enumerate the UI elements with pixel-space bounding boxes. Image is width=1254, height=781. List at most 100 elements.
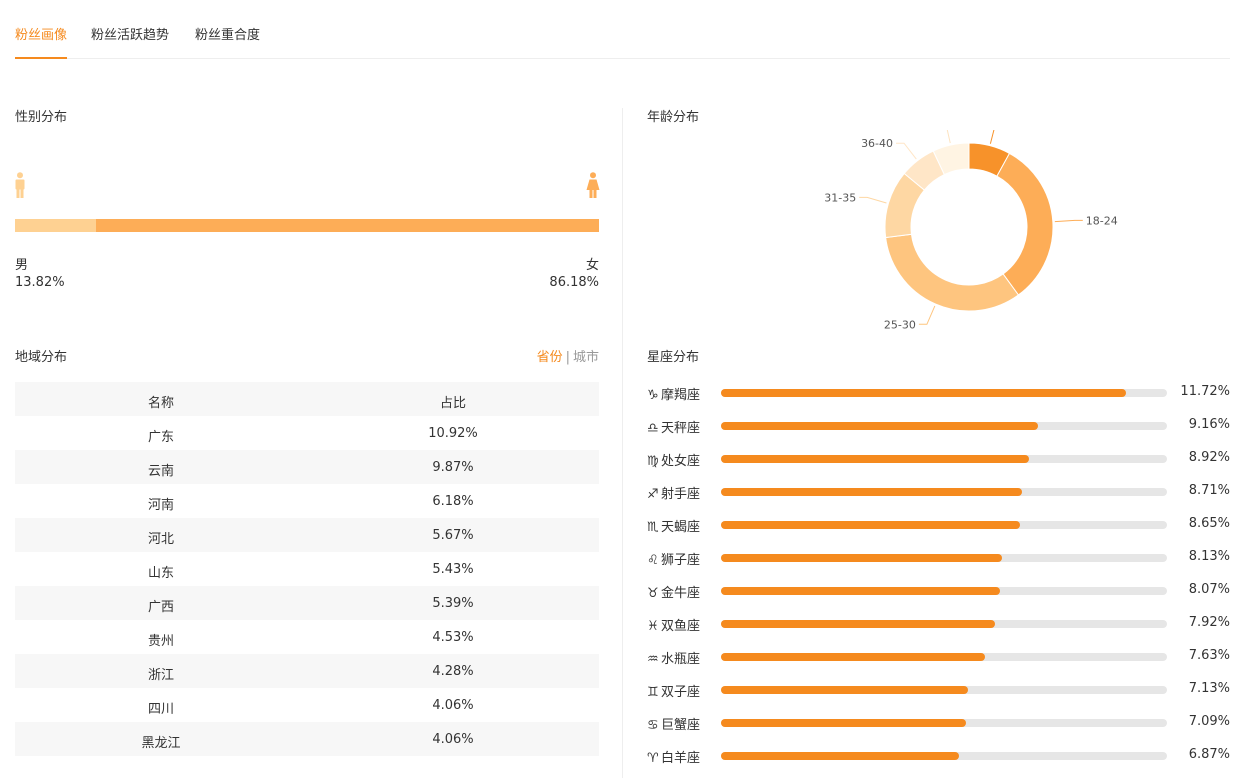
region-share: 5.67% bbox=[432, 528, 474, 543]
zodiac-label: 巨蟹座 bbox=[661, 718, 701, 733]
zodiac-sign-icon: ♒ bbox=[647, 652, 659, 667]
tab-fan-activity-trend[interactable]: 粉丝活跃趋势 bbox=[91, 28, 170, 43]
zodiac-row: ♈ 白羊座 6.87% bbox=[647, 746, 1230, 766]
zodiac-bar-track bbox=[721, 554, 1167, 562]
zodiac-sign-icon: ♐ bbox=[647, 487, 659, 502]
toggle-separator: | bbox=[565, 350, 570, 365]
region-name: 四川 bbox=[147, 702, 174, 717]
age-label: 6-17 bbox=[1006, 130, 1031, 131]
zodiac-row: ♍ 处女座 8.92% bbox=[647, 449, 1230, 469]
zodiac-section-title: 星座分布 bbox=[647, 350, 700, 365]
zodiac-bar-track bbox=[721, 587, 1167, 595]
zodiac-row: ♓ 双鱼座 7.92% bbox=[647, 614, 1230, 634]
column-divider bbox=[622, 108, 623, 778]
region-share: 4.53% bbox=[432, 630, 474, 645]
female-label: 女 bbox=[585, 258, 599, 273]
age-slice-41+ bbox=[932, 142, 970, 176]
male-icon bbox=[15, 172, 25, 198]
table-row: 四川 4.06% bbox=[15, 688, 599, 722]
zodiac-sign-icon: ♎ bbox=[647, 421, 659, 436]
column-header-name: 名称 bbox=[147, 396, 174, 411]
zodiac-name: ♍ 处女座 bbox=[647, 450, 700, 469]
zodiac-bar-fill bbox=[721, 752, 959, 760]
tab-fan-profile[interactable]: 粉丝画像 bbox=[15, 24, 68, 59]
age-leader-line bbox=[896, 142, 917, 160]
zodiac-bar-fill bbox=[721, 554, 1003, 562]
zodiac-bar-fill bbox=[721, 455, 1030, 463]
zodiac-percent: 8.71% bbox=[1188, 483, 1230, 498]
zodiac-percent: 8.13% bbox=[1188, 549, 1230, 564]
region-table: 名称 占比 广东 10.92% 云南 9.87% 河南 6.18% 河北 5.67% 山… bbox=[15, 382, 599, 756]
tab-fan-overlap[interactable]: 粉丝重合度 bbox=[195, 28, 261, 43]
male-ratio-fill bbox=[15, 219, 96, 232]
table-row: 广东 10.92% bbox=[15, 416, 599, 450]
zodiac-bar-track bbox=[721, 719, 1167, 727]
zodiac-bar-fill bbox=[721, 422, 1038, 430]
region-share: 9.87% bbox=[432, 460, 474, 475]
zodiac-percent: 8.07% bbox=[1188, 582, 1230, 597]
region-name: 黑龙江 bbox=[141, 736, 181, 751]
zodiac-row: ♑ 摩羯座 11.72% bbox=[647, 383, 1230, 403]
zodiac-row: ♊ 双子座 7.13% bbox=[647, 680, 1230, 700]
province-toggle[interactable]: 省份 bbox=[536, 350, 563, 365]
zodiac-bar-fill bbox=[721, 488, 1023, 496]
zodiac-label: 射手座 bbox=[661, 487, 701, 502]
zodiac-label: 处女座 bbox=[661, 454, 701, 469]
region-toggle: 省份 | 城市 bbox=[537, 346, 599, 365]
zodiac-name: ♉ 金牛座 bbox=[647, 582, 700, 601]
zodiac-name: ♋ 巨蟹座 bbox=[647, 714, 700, 733]
zodiac-bar-track bbox=[721, 455, 1167, 463]
column-header-share: 占比 bbox=[439, 396, 466, 411]
zodiac-percent: 8.92% bbox=[1188, 450, 1230, 465]
gender-section-title: 性别分布 bbox=[15, 110, 68, 125]
male-label: 男 bbox=[15, 258, 29, 273]
table-row: 广西 5.39% bbox=[15, 586, 599, 620]
region-name: 河北 bbox=[147, 532, 174, 547]
region-name: 山东 bbox=[147, 566, 174, 581]
female-icon bbox=[586, 172, 600, 198]
zodiac-name: ♈ 白羊座 bbox=[647, 747, 700, 766]
zodiac-sign-icon: ♍ bbox=[647, 454, 659, 469]
age-label: 41+ bbox=[912, 130, 935, 131]
zodiac-bar-fill bbox=[721, 719, 967, 727]
region-name: 贵州 bbox=[147, 634, 174, 649]
region-share: 6.18% bbox=[432, 494, 474, 509]
region-share: 4.28% bbox=[432, 664, 474, 679]
region-name: 云南 bbox=[147, 464, 174, 479]
zodiac-row: ♋ 巨蟹座 7.09% bbox=[647, 713, 1230, 733]
region-section-title: 地域分布 bbox=[15, 350, 68, 365]
zodiac-sign-icon: ♓ bbox=[647, 619, 659, 634]
age-label: 18-24 bbox=[1086, 214, 1118, 227]
age-leader-line bbox=[946, 130, 951, 144]
city-toggle[interactable]: 城市 bbox=[572, 350, 599, 365]
zodiac-name: ♒ 水瓶座 bbox=[647, 648, 700, 667]
zodiac-bar-track bbox=[721, 752, 1167, 760]
region-share: 5.39% bbox=[432, 596, 474, 611]
zodiac-bar-fill bbox=[721, 521, 1021, 529]
region-share: 5.43% bbox=[432, 562, 474, 577]
zodiac-label: 天秤座 bbox=[661, 421, 701, 436]
age-donut-chart: 6-17 18-24 25-30 31-35 36-40 41+ bbox=[824, 130, 1118, 331]
zodiac-bar-fill bbox=[721, 653, 985, 661]
zodiac-label: 双子座 bbox=[661, 685, 701, 700]
zodiac-row: ♒ 水瓶座 7.63% bbox=[647, 647, 1230, 667]
zodiac-percent: 8.65% bbox=[1188, 516, 1230, 531]
zodiac-name: ♌ 狮子座 bbox=[647, 549, 700, 568]
table-row: 云南 9.87% bbox=[15, 450, 599, 484]
zodiac-sign-icon: ♑ bbox=[647, 388, 659, 403]
region-share: 4.06% bbox=[432, 732, 474, 747]
zodiac-label: 双鱼座 bbox=[661, 619, 701, 634]
table-row: 黑龙江 4.06% bbox=[15, 722, 599, 756]
zodiac-sign-icon: ♋ bbox=[647, 718, 659, 733]
age-leader-line bbox=[1054, 219, 1083, 223]
zodiac-sign-icon: ♉ bbox=[647, 586, 659, 601]
age-leader-line bbox=[918, 305, 936, 325]
zodiac-sign-icon: ♈ bbox=[647, 751, 659, 766]
zodiac-name: ♏ 天蝎座 bbox=[647, 516, 700, 535]
table-row: 河南 6.18% bbox=[15, 484, 599, 518]
zodiac-name: ♓ 双鱼座 bbox=[647, 615, 700, 634]
region-name: 河南 bbox=[147, 498, 174, 513]
region-name: 广西 bbox=[147, 600, 174, 615]
age-section-title: 年龄分布 bbox=[647, 110, 700, 125]
zodiac-name: ♐ 射手座 bbox=[647, 483, 700, 502]
